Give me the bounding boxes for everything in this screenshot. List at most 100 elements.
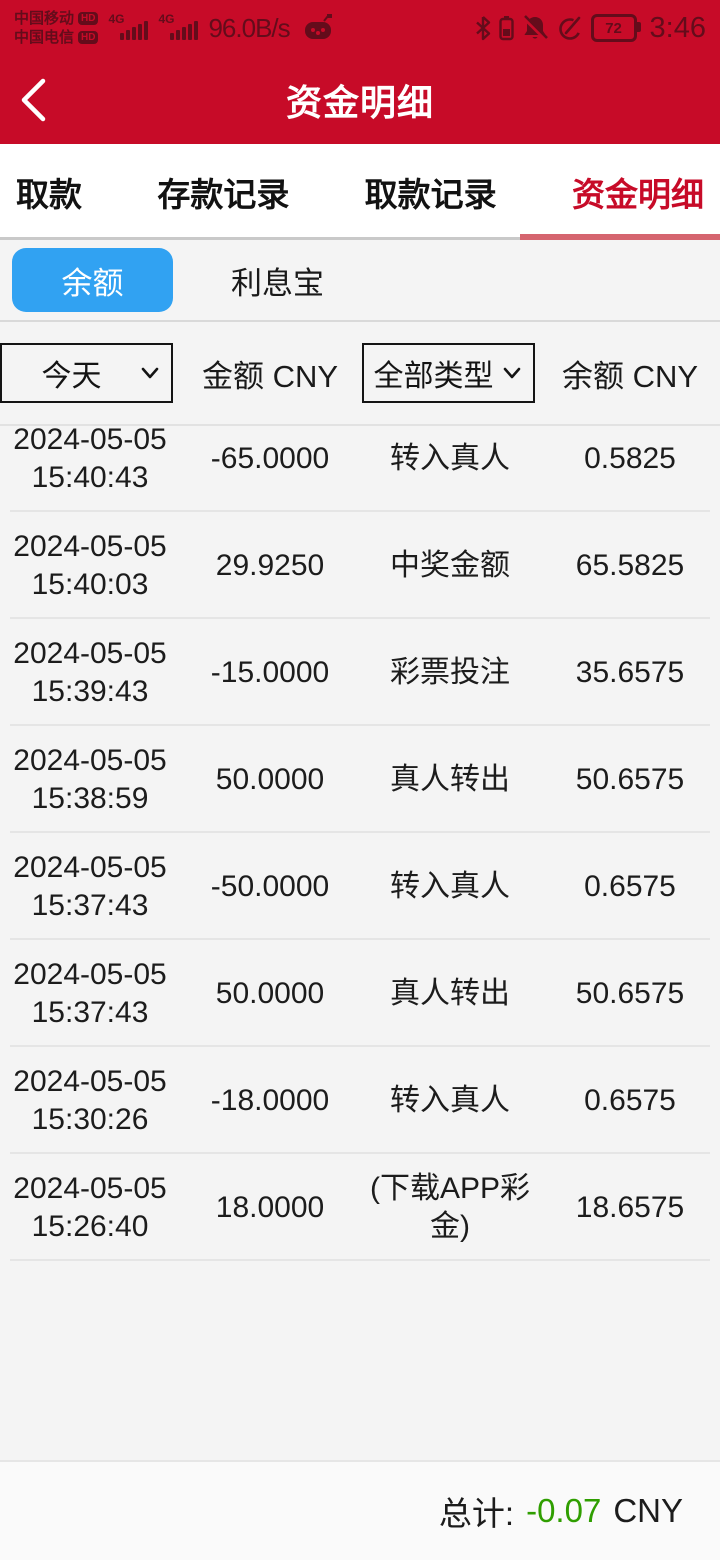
transaction-row: 2024-05-05 15:30:26 -18.0000 转入真人 0.6575	[0, 1047, 720, 1154]
total-value: -0.07	[526, 1492, 602, 1529]
tx-amount: -65.0000	[210, 441, 330, 475]
transaction-row: 2024-05-05 15:39:43 -15.0000 彩票投注 35.657…	[0, 619, 720, 726]
battery-icon: 72	[590, 14, 641, 42]
signal-strength-icon: 4G	[158, 12, 199, 44]
footer-total-bar: 总计: -0.07 CNY	[0, 1460, 720, 1560]
carrier-name: 中国电信	[14, 29, 75, 46]
back-chevron-icon	[18, 76, 48, 124]
tx-type: 转入真人	[390, 441, 510, 475]
transaction-row: 2024-05-05 15:40:03 29.9250 中奖金额 65.5825	[0, 512, 720, 619]
data-saver-icon	[556, 14, 584, 42]
tx-datetime: 2024-05-05 15:40:03	[0, 528, 180, 604]
tx-balance: 50.6575	[575, 762, 685, 796]
clock: 3:46	[649, 11, 706, 44]
chevron-down-icon	[141, 367, 159, 379]
tx-amount: 18.0000	[215, 1190, 325, 1224]
transaction-row: 2024-05-05 15:37:43 50.0000 真人转出 50.6575	[0, 940, 720, 1047]
tx-date: 2024-05-05	[13, 529, 167, 563]
tx-time: 15:30:26	[31, 1102, 149, 1136]
tx-date: 2024-05-05	[13, 743, 167, 777]
tx-date: 2024-05-05	[13, 636, 167, 670]
status-bar-left: 中国移动 HD 中国电信 HD 4G 4G 96.0B/	[14, 9, 336, 47]
tx-type: 真人转出	[390, 762, 510, 796]
subtab-interest-treasure[interactable]: 利息宝	[231, 265, 324, 301]
type-filter-value: 全部类型	[373, 360, 494, 393]
tab-deposit-records[interactable]: 存款记录	[157, 176, 290, 213]
back-button[interactable]	[18, 56, 78, 144]
transaction-row: 2024-05-05 15:26:40 18.0000 (下载APP彩金) 18…	[0, 1154, 720, 1261]
tx-balance: 0.5825	[584, 441, 676, 475]
carrier-labels: 中国移动 HD 中国电信 HD	[14, 9, 99, 47]
page-title: 资金明细	[285, 82, 434, 123]
tx-datetime: 2024-05-05 15:39:43	[0, 635, 180, 711]
empty-area	[0, 1262, 720, 1460]
tab-withdraw[interactable]: 取款	[16, 176, 82, 213]
status-bar-right: 72 3:46	[475, 12, 706, 45]
subtab-bar: 余额 利息宝	[0, 240, 720, 322]
type-filter-select[interactable]: 全部类型	[362, 343, 535, 403]
subtab-balance[interactable]: 余额	[12, 248, 173, 312]
balance-column-header: 余额 CNY	[561, 358, 699, 394]
signal-bars-icon	[170, 21, 199, 40]
carrier-row: 中国移动 HD	[14, 9, 99, 28]
filter-row: 今天 金额 CNY 全部类型 余额 CNY	[0, 322, 720, 426]
transaction-list: 2024-05-05 15:40:43 -65.0000 转入真人 0.5825…	[0, 426, 720, 1262]
signal-bars-icon	[120, 21, 149, 40]
mute-icon	[521, 14, 549, 42]
hd-badge: HD	[78, 12, 99, 25]
tx-date: 2024-05-05	[13, 1064, 167, 1098]
tx-amount: 29.9250	[215, 548, 325, 582]
tx-time: 15:40:43	[31, 460, 149, 494]
tx-datetime: 2024-05-05 15:30:26	[0, 1063, 180, 1139]
tx-balance: 50.6575	[575, 976, 685, 1010]
header: 资金明细	[0, 56, 720, 144]
date-range-value: 今天	[41, 360, 102, 393]
tx-balance: 0.6575	[584, 869, 676, 903]
tx-date: 2024-05-05	[13, 426, 167, 456]
chevron-down-icon	[503, 367, 521, 379]
battery-percent: 72	[605, 19, 622, 37]
transaction-row: 2024-05-05 15:37:43 -50.0000 转入真人 0.6575	[0, 833, 720, 940]
network-type-label: 4G	[158, 12, 175, 26]
signal-strength-icon: 4G	[108, 12, 149, 44]
tx-balance: 0.6575	[584, 1083, 676, 1117]
total-label: 总计:	[438, 1495, 515, 1532]
tx-datetime: 2024-05-05 15:37:43	[0, 956, 180, 1032]
tx-type: (下载APP彩金)	[369, 1171, 531, 1243]
tx-amount: 50.0000	[215, 976, 325, 1010]
date-range-select[interactable]: 今天	[0, 343, 173, 403]
tx-datetime: 2024-05-05 15:37:43	[0, 849, 180, 925]
tx-balance: 18.6575	[575, 1190, 685, 1224]
tab-withdraw-records[interactable]: 取款记录	[364, 176, 497, 213]
total-currency: CNY	[613, 1492, 683, 1529]
device-battery-icon	[498, 15, 514, 41]
tx-type: 转入真人	[390, 869, 510, 903]
tx-time: 15:38:59	[31, 781, 149, 815]
tx-time: 15:40:03	[31, 567, 149, 601]
tx-amount: -18.0000	[210, 1083, 330, 1117]
tx-amount: -50.0000	[210, 869, 330, 903]
network-type-label: 4G	[108, 12, 125, 26]
tx-time: 15:39:43	[31, 674, 149, 708]
tx-time: 15:37:43	[31, 888, 149, 922]
tx-type: 真人转出	[390, 976, 510, 1010]
tx-datetime: 2024-05-05 15:40:43	[0, 426, 180, 497]
tab-bar: 取款 存款记录 取款记录 资金明细	[0, 144, 720, 240]
tx-amount: -15.0000	[210, 655, 330, 689]
tx-balance: 35.6575	[575, 655, 685, 689]
tx-type: 中奖金额	[390, 548, 510, 582]
robot-icon	[300, 13, 336, 43]
tx-date: 2024-05-05	[13, 850, 167, 884]
tab-fund-details[interactable]: 资金明细	[571, 176, 704, 213]
tx-datetime: 2024-05-05 15:38:59	[0, 742, 180, 818]
tx-amount: 50.0000	[215, 762, 325, 796]
tx-balance: 65.5825	[575, 548, 685, 582]
bluetooth-icon	[475, 15, 491, 41]
amount-column-header: 金额 CNY	[201, 358, 339, 394]
tx-type: 转入真人	[390, 1083, 510, 1117]
transaction-row: 2024-05-05 15:40:43 -65.0000 转入真人 0.5825	[0, 426, 720, 512]
hd-badge: HD	[78, 31, 99, 44]
status-bar: 中国移动 HD 中国电信 HD 4G 4G 96.0B/	[0, 0, 720, 56]
tx-date: 2024-05-05	[13, 1171, 167, 1205]
